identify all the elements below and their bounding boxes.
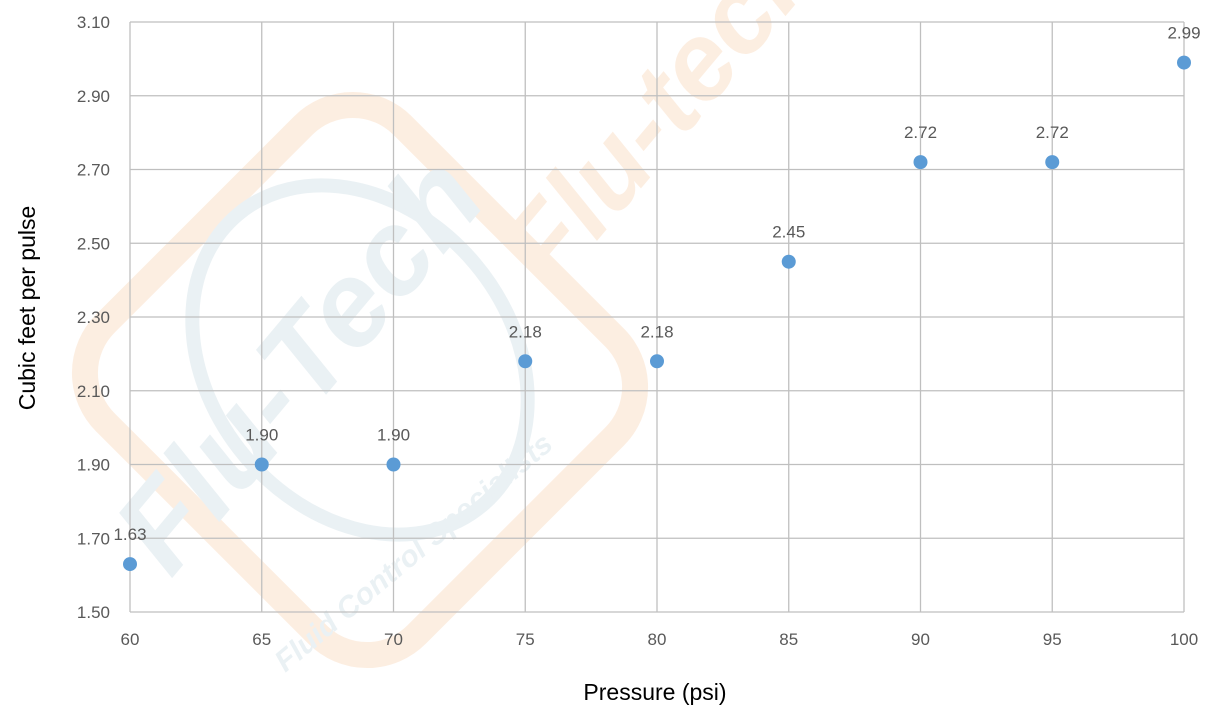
data-point	[518, 354, 533, 369]
x-axis-title: Pressure (psi)	[583, 679, 726, 705]
data-points	[123, 55, 1191, 572]
y-axis-title: Cubic feet per pulse	[14, 206, 40, 411]
y-tick-label: 1.50	[77, 603, 110, 622]
data-labels: 1.63 1.90 1.90 2.18 2.18 2.45 2.72 2.72 2.99	[113, 24, 1200, 545]
x-tick-label: 60	[121, 630, 140, 649]
x-tick-label: 100	[1170, 630, 1198, 649]
y-tick-label: 3.10	[77, 13, 110, 32]
y-tick-label: 2.90	[77, 87, 110, 106]
data-label: 1.90	[245, 426, 278, 445]
x-tick-label: 75	[516, 630, 535, 649]
data-point	[386, 457, 401, 472]
data-point	[650, 354, 664, 369]
y-tick-label: 1.70	[77, 529, 110, 548]
x-tick-label: 90	[911, 630, 930, 649]
data-label: 2.18	[640, 322, 673, 341]
x-tick-label: 80	[648, 630, 667, 649]
data-label: 2.18	[509, 322, 542, 341]
y-axis-ticks: 1.50 1.70 1.90 2.10 2.30 2.50 2.70 2.90 3.10	[77, 13, 110, 622]
flu-tech-watermark-logo: Flu-Tech Fluid Control Specialists Flu-t…	[71, 0, 846, 678]
y-tick-label: 2.50	[77, 234, 110, 253]
data-label: 2.45	[772, 223, 805, 242]
y-tick-label: 2.70	[77, 161, 110, 180]
y-tick-label: 2.10	[77, 382, 110, 401]
data-point	[254, 457, 269, 472]
data-label: 1.90	[377, 426, 410, 445]
data-point	[1045, 155, 1060, 170]
data-label: 2.72	[1036, 123, 1069, 142]
data-point	[913, 155, 928, 170]
y-tick-label: 2.30	[77, 308, 110, 327]
x-tick-label: 85	[779, 630, 798, 649]
grid-lines	[129, 21, 1185, 613]
data-label: 1.63	[113, 525, 146, 544]
data-label: 2.72	[904, 123, 937, 142]
x-tick-label: 65	[252, 630, 271, 649]
data-label: 2.99	[1167, 24, 1200, 43]
x-tick-label: 70	[384, 630, 403, 649]
data-point	[123, 557, 137, 572]
y-tick-label: 1.90	[77, 456, 110, 475]
x-axis-ticks: 60 65 70 75 80 85 90 95 100	[121, 630, 1199, 649]
data-point	[781, 254, 796, 269]
x-tick-label: 95	[1043, 630, 1062, 649]
data-point	[1177, 55, 1191, 70]
